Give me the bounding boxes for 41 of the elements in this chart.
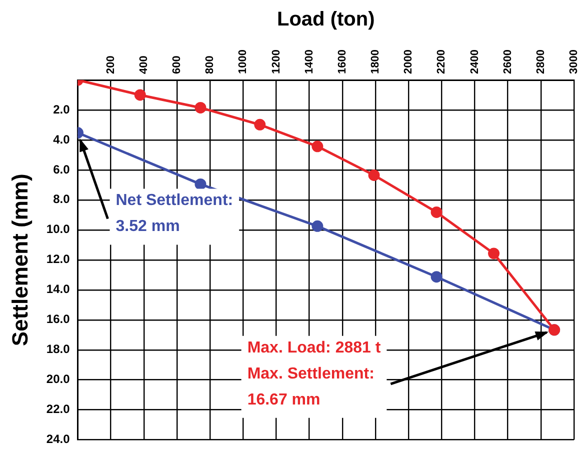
x-tick-label: 2200 [436,50,448,74]
point [194,102,206,114]
x-tick-label: 800 [204,56,216,74]
point [134,89,146,101]
y-tick-label: 8.0 [53,192,70,206]
y-axis-title: Settlement (mm) [7,174,32,346]
x-tick-label: 2600 [502,50,514,74]
x-tick-label: 3000 [568,50,580,74]
x-tick-label: 1200 [270,50,282,74]
y-tick-label: 22.0 [46,402,70,416]
y-tick-label: 4.0 [53,132,70,146]
point [312,220,324,232]
y-tick-label: 20.0 [46,372,70,386]
point [488,248,500,260]
y-tick-label: 12.0 [46,252,70,266]
y-tick-label: 16.0 [46,312,70,326]
point [254,118,266,130]
point [430,206,442,218]
x-tick-label: 2400 [468,50,481,74]
y-tick-label: 14.0 [46,282,70,296]
x-tick-label: 400 [138,56,150,74]
point [312,140,324,152]
y-tick-label: 10.0 [46,222,70,236]
x-axis-title: Load (ton) [277,8,375,31]
x-tick-label: 200 [104,56,117,74]
point [368,169,380,181]
y-tick-label: 6.0 [53,162,70,176]
y-tick-label: 2.0 [53,102,70,116]
point [430,271,442,283]
x-tick-label: 600 [171,56,184,74]
y-tick-label: 18.0 [46,342,70,356]
point [194,178,206,190]
annotation: Net Settlement: 3.52 mm [116,192,234,236]
annotation: Max. Load: 2881 t Max. Settlement: 16.67 mm [247,339,382,408]
x-tick-label: 1400 [303,50,316,74]
x-tick-label: 1600 [336,50,348,74]
y-tick-label: 24.0 [46,432,70,446]
x-tick-label: 2800 [534,50,547,74]
x-tick-label: 1800 [370,50,382,74]
x-tick-label: 2000 [402,50,415,74]
x-tick-label: 1000 [237,50,250,74]
